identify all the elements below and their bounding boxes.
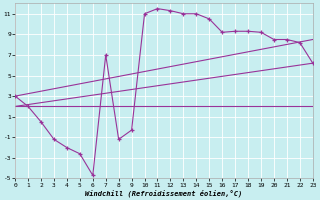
X-axis label: Windchill (Refroidissement éolien,°C): Windchill (Refroidissement éolien,°C): [85, 189, 243, 197]
